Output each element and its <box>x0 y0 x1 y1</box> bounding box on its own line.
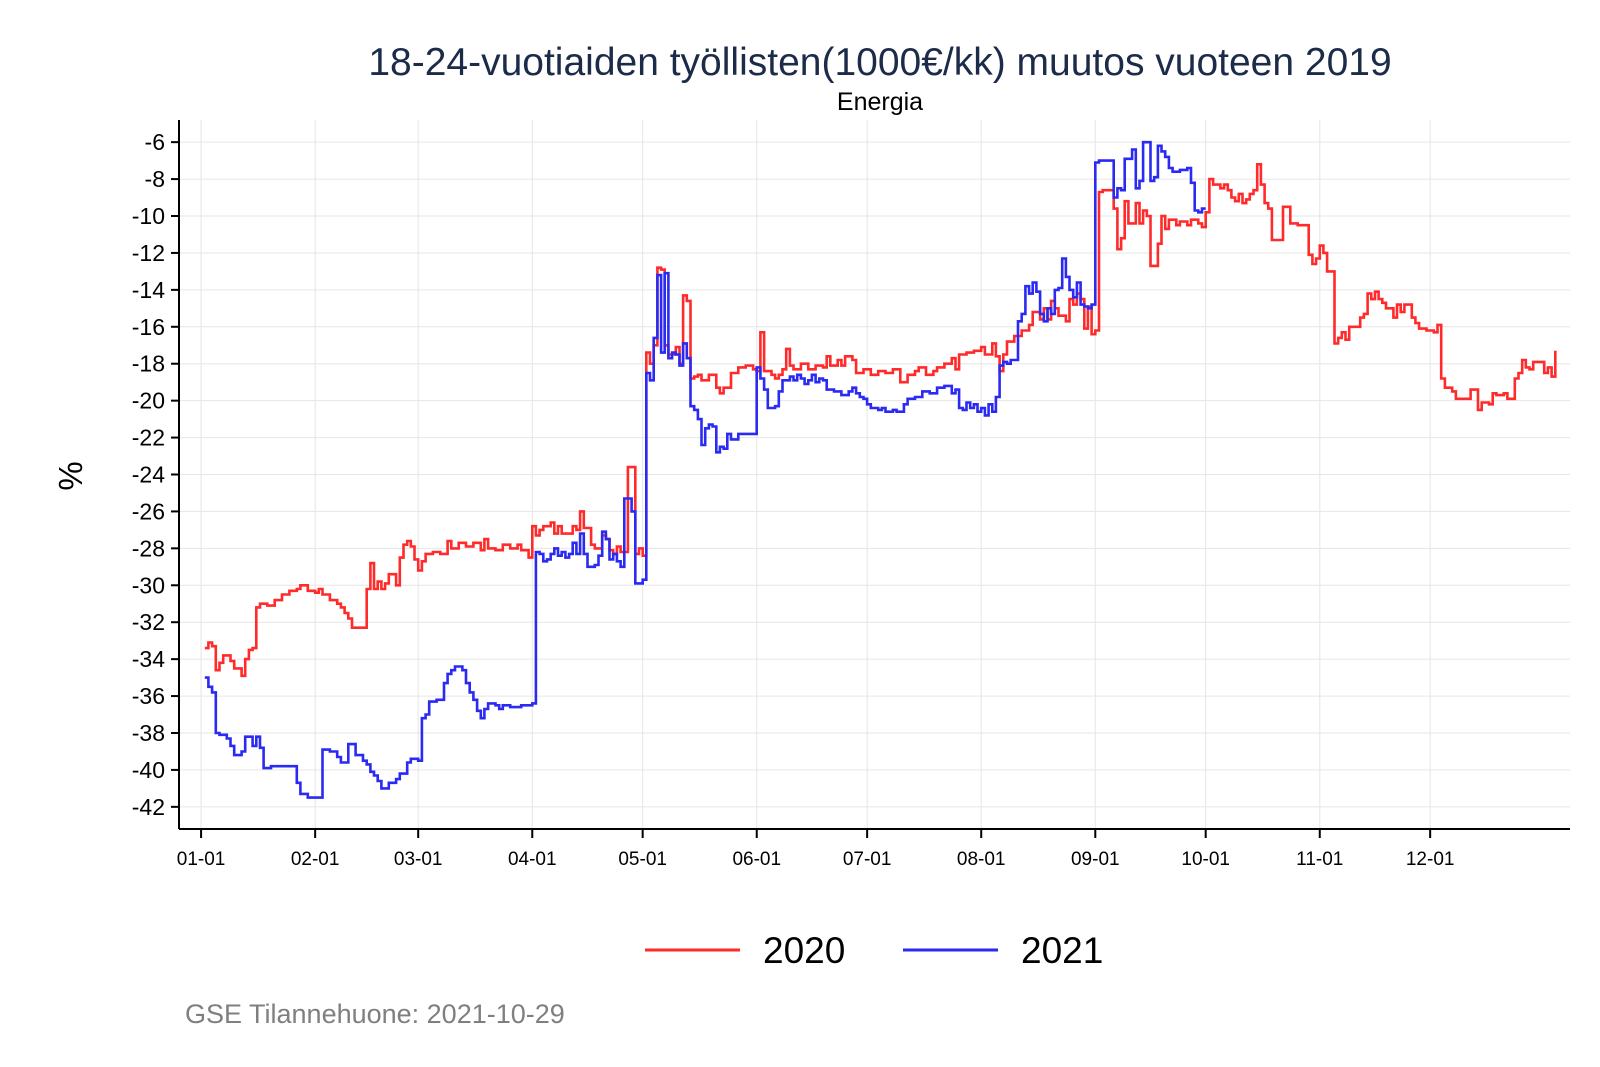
series-line-2020 <box>204 163 1557 678</box>
chart-title: 18-24-vuotiaiden työllisten(1000€/kk) mu… <box>368 41 1391 84</box>
series-line-2021 <box>204 140 1206 799</box>
y-tick-label: -14 <box>132 277 165 303</box>
x-tick-label: 08-01 <box>957 849 1006 870</box>
grid <box>179 120 1570 829</box>
y-tick-label: -42 <box>132 794 165 820</box>
y-tick-label: -18 <box>132 351 165 377</box>
y-tick-label: -20 <box>132 388 165 414</box>
y-tick-label: -38 <box>132 720 165 746</box>
legend-label-2020: 2020 <box>763 930 845 971</box>
y-tick-label: -10 <box>132 203 165 229</box>
x-tick-label: 10-01 <box>1181 849 1230 870</box>
legend-label-2021: 2021 <box>1021 930 1103 971</box>
y-tick-label: -34 <box>132 646 165 672</box>
y-tick-label: -40 <box>132 757 165 783</box>
y-tick-label: -22 <box>132 425 165 451</box>
x-tick-label: 11-01 <box>1296 849 1343 870</box>
axes: -6 -8 -10 -12 -14 -16 -18 -20 -22 -24 -26 -28 -30 -32… <box>132 120 1570 870</box>
source-caption: GSE Tilannehuone: 2021-10-29 <box>185 999 565 1029</box>
y-tick-label: -24 <box>132 462 165 488</box>
x-tick-label: 02-01 <box>291 849 340 870</box>
x-tick-label: 05-01 <box>618 849 667 870</box>
x-tick-label: 04-01 <box>508 849 557 870</box>
legend: 2020 2021 <box>645 930 1103 971</box>
y-tick-label: -12 <box>132 240 165 266</box>
y-tick-label: -26 <box>132 498 165 524</box>
y-tick-label: -6 <box>145 129 165 155</box>
x-tick-label: 07-01 <box>843 849 892 870</box>
y-axis-label: % <box>52 461 89 490</box>
y-tick-label: -30 <box>132 572 165 598</box>
series-layer <box>204 140 1557 799</box>
y-tick-label: -32 <box>132 609 165 635</box>
x-tick-label: 09-01 <box>1071 849 1120 870</box>
x-tick-label: 03-01 <box>394 849 443 870</box>
y-tick-label: -28 <box>132 535 165 561</box>
y-tick-label: -16 <box>132 314 165 340</box>
x-tick-label: 01-01 <box>177 849 226 870</box>
y-tick-label: -36 <box>132 683 165 709</box>
x-tick-label: 06-01 <box>732 849 781 870</box>
y-tick-label: -8 <box>145 166 165 192</box>
x-tick-label: 12-01 <box>1406 849 1455 870</box>
chart-subtitle: Energia <box>837 88 923 116</box>
